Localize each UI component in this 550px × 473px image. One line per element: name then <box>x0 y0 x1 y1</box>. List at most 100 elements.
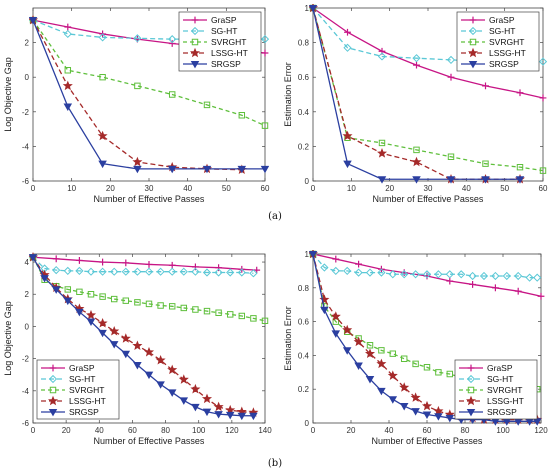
data-point-srgsp <box>225 411 235 420</box>
data-point-srgsp <box>377 387 386 396</box>
data-point-sg-ht <box>226 268 235 277</box>
data-point-svrght <box>99 293 106 300</box>
data-point-svrght <box>134 299 141 306</box>
data-point-lssg-ht <box>120 333 131 343</box>
data-point-grasp <box>253 266 261 274</box>
data-point-svrght <box>203 101 211 109</box>
chart-bottom-right: 0 20 40 60 80 100 120 0 0.2 0.4 0.6 0.8 1 Number of E… <box>283 250 548 446</box>
legend-marker-svrght <box>469 38 477 46</box>
data-point-srgsp <box>343 160 352 169</box>
data-point-grasp <box>516 89 524 97</box>
data-point-svrght <box>76 288 83 296</box>
legend-label-sg-ht: SG-HT <box>211 26 237 36</box>
legend-label-sg-ht: SG-HT <box>487 374 513 384</box>
data-point-grasp <box>537 292 545 300</box>
y-tick-label: -2 <box>22 355 30 364</box>
legend-marker-sg-ht <box>48 374 58 384</box>
legend-label-svrght: SVRGHT <box>487 385 522 395</box>
legend-label-srgsp: SRGSP <box>211 59 241 69</box>
data-point-sg-ht <box>533 273 542 282</box>
data-point-srgsp <box>260 165 269 174</box>
data-point-sg-ht <box>191 267 200 276</box>
data-point-lssg-ht <box>342 324 353 335</box>
data-point-srgsp <box>29 17 38 25</box>
data-point-grasp <box>215 264 222 272</box>
y-tick-label: -4 <box>22 142 30 151</box>
data-point-sg-ht <box>468 271 477 281</box>
x-tick-label: 20 <box>385 184 394 193</box>
data-point-svrght <box>412 360 419 368</box>
legend-label-svrght: SVRGHT <box>489 37 524 47</box>
data-point-grasp <box>514 287 522 295</box>
data-point-sg-ht <box>249 269 258 278</box>
data-point-srgsp <box>309 250 318 259</box>
data-point-sg-ht <box>98 33 107 42</box>
data-point-grasp <box>469 281 476 288</box>
data-point-lssg-ht <box>411 156 422 167</box>
data-point-lssg-ht <box>330 311 341 321</box>
x-tick-label: 100 <box>192 426 206 435</box>
data-point-grasp <box>482 82 489 90</box>
data-point-sg-ht <box>260 35 269 44</box>
data-point-grasp <box>145 261 153 268</box>
legend-marker-sg-ht <box>468 26 478 36</box>
data-point-svrght <box>134 82 141 90</box>
data-point-lssg-ht <box>132 156 143 167</box>
legend-marker-lssg-ht <box>47 395 59 406</box>
data-point-sg-ht <box>502 271 511 281</box>
x-tick-label: 40 <box>462 184 471 193</box>
data-point-svrght <box>168 303 176 310</box>
x-tick-label: 60 <box>423 426 432 435</box>
series-line-svrght <box>32 256 266 322</box>
legend-label-sg-ht: SG-HT <box>69 374 95 384</box>
data-point-lssg-ht <box>342 130 353 141</box>
data-point-srgsp <box>331 330 341 338</box>
data-point-srgsp <box>515 176 525 184</box>
data-point-svrght <box>215 309 222 316</box>
legend-marker-grasp <box>191 16 199 24</box>
legend-label-srgsp: SRGSP <box>69 407 99 417</box>
data-point-grasp <box>344 28 351 36</box>
data-point-svrght <box>539 167 547 174</box>
y-tick-label: 0.4 <box>298 351 310 360</box>
legend-label-grasp: GraSP <box>489 15 515 25</box>
legend-marker-srgsp <box>466 408 476 417</box>
legend-marker-srgsp <box>48 408 58 417</box>
data-point-sg-ht <box>110 267 119 276</box>
data-point-srgsp <box>320 306 329 315</box>
data-point-svrght <box>168 91 176 98</box>
y-tick-label: 4 <box>25 258 30 267</box>
x-tick-label: 60 <box>261 184 270 193</box>
data-point-srgsp <box>412 176 421 184</box>
legend-label-lssg-ht: LSSG-HT <box>69 396 106 406</box>
x-tick-label: 40 <box>385 426 394 435</box>
y-axis-label: Log Objective Gap <box>3 301 13 376</box>
series-line-grasp <box>312 7 544 99</box>
data-point-srgsp <box>63 103 73 112</box>
data-point-svrght <box>122 297 130 304</box>
x-tick-label: 30 <box>424 184 433 193</box>
data-point-sg-ht <box>98 267 107 276</box>
y-tick-label: -6 <box>22 419 30 428</box>
data-point-svrght <box>435 369 442 376</box>
y-axis-label: Log Objective Gap <box>3 57 13 132</box>
data-point-grasp <box>355 260 362 268</box>
x-tick-label: 120 <box>534 426 548 435</box>
series-line-srgsp <box>32 19 265 170</box>
data-point-svrght <box>157 302 164 309</box>
data-point-svrght <box>516 163 524 171</box>
series-line-svrght <box>32 19 266 127</box>
y-tick-label: 1 <box>305 250 310 259</box>
data-point-grasp <box>76 257 83 264</box>
y-axis-label: Estimation Error <box>283 62 293 127</box>
data-point-sg-ht <box>365 268 375 277</box>
data-point-srgsp <box>309 4 318 13</box>
data-point-grasp <box>539 94 547 102</box>
data-point-srgsp <box>156 381 165 389</box>
data-point-sg-ht <box>331 266 340 276</box>
data-point-srgsp <box>202 408 212 417</box>
data-point-srgsp <box>434 413 443 421</box>
data-point-sg-ht <box>202 268 212 277</box>
